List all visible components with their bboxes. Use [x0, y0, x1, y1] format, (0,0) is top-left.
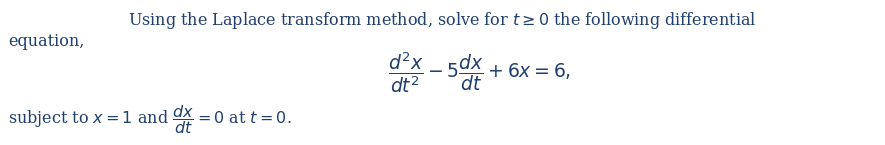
- Text: $\dfrac{d^2x}{dt^2} - 5\dfrac{dx}{dt} + 6x = 6,$: $\dfrac{d^2x}{dt^2} - 5\dfrac{dx}{dt} + …: [389, 50, 572, 95]
- Text: Using the Laplace transform method, solve for $t \geq 0$ the following different: Using the Laplace transform method, solv…: [127, 10, 756, 31]
- Text: subject to $x = 1$ and $\dfrac{dx}{dt} = 0$ at $t = 0$.: subject to $x = 1$ and $\dfrac{dx}{dt} =…: [8, 103, 292, 136]
- Text: equation,: equation,: [8, 33, 84, 50]
